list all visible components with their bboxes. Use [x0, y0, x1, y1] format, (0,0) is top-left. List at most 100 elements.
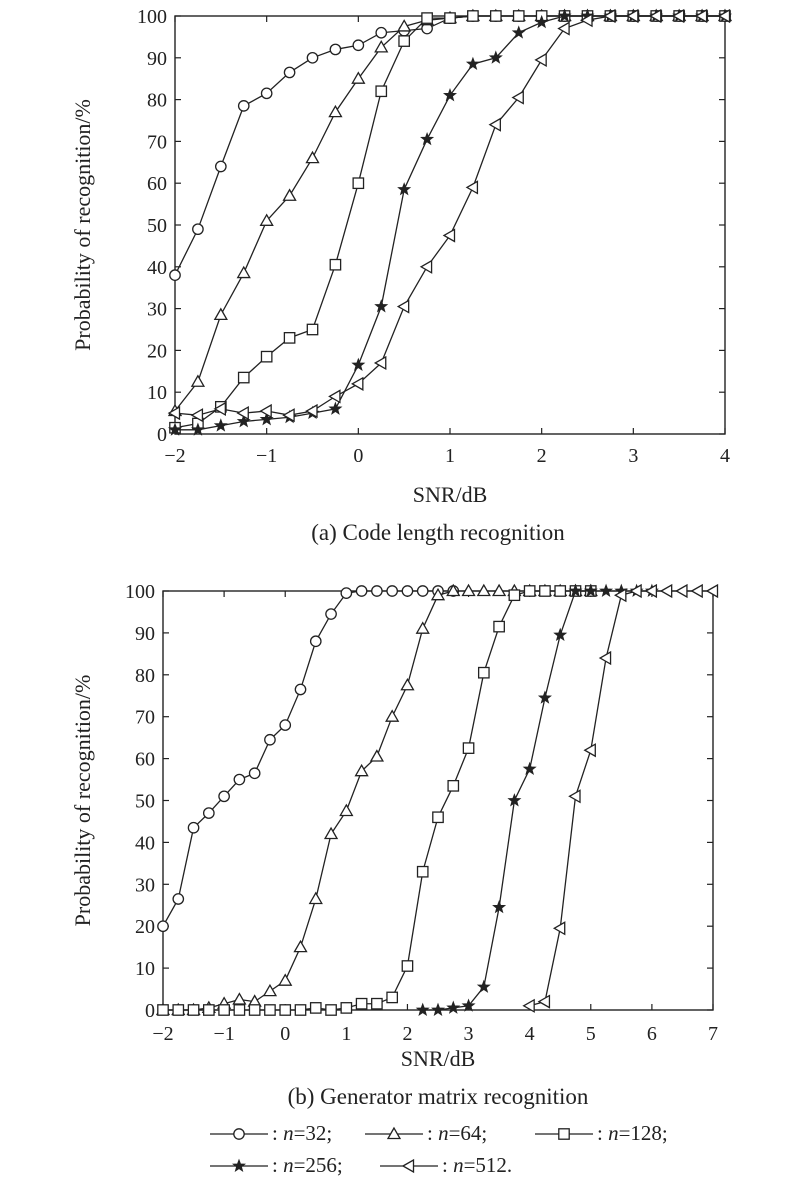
b-data-point	[401, 960, 414, 972]
a-data-point	[557, 21, 570, 36]
a-x-tick-label: 4	[720, 445, 730, 467]
a-data-point	[374, 40, 389, 53]
a-data-point	[213, 418, 228, 432]
b-data-point	[279, 719, 292, 731]
b-data-point	[386, 991, 399, 1004]
a-series-square	[169, 10, 731, 434]
b-y-tick-label: 50	[135, 791, 155, 813]
b-y-tick-label: 100	[125, 581, 155, 603]
b-data-point	[172, 1004, 185, 1016]
a-data-point	[306, 51, 319, 64]
a-data-point	[580, 13, 593, 28]
b-data-point	[537, 994, 551, 1009]
a-data-point	[488, 50, 503, 64]
b-data-point	[187, 821, 200, 834]
a-plot-frame	[174, 15, 726, 435]
a-y-tick-label: 80	[147, 90, 167, 112]
a-data-point	[351, 376, 364, 391]
a-data-point	[283, 332, 296, 344]
b-data-point	[325, 608, 337, 620]
a-data-point	[213, 401, 226, 417]
b-data-point	[507, 793, 522, 807]
b-data-point	[430, 1002, 446, 1016]
b-y-tick-label: 80	[135, 665, 155, 687]
panel-a-code-length: −2 −1 0 1 2 3 40102030405060708090100SNR/dBPro…	[70, 6, 733, 507]
b-data-point	[415, 1002, 430, 1016]
a-data-point	[214, 160, 227, 173]
b-y-tick-label: 10	[135, 958, 155, 980]
b-data-point	[218, 1004, 230, 1016]
b-data-point	[599, 583, 614, 597]
b-data-point	[553, 627, 568, 641]
b-data-point	[400, 677, 415, 691]
a-data-point	[420, 131, 435, 146]
b-data-point	[476, 979, 491, 993]
a-data-point	[717, 8, 731, 24]
legend-entry-triangle-left: : n=512.	[380, 1153, 512, 1177]
legend-entry-star: : n=256;	[210, 1153, 343, 1177]
b-data-point	[552, 921, 566, 936]
a-data-point	[236, 414, 251, 428]
a-data-point	[190, 422, 205, 436]
a-x-tick-label: 1	[445, 445, 455, 467]
a-data-point	[328, 401, 343, 415]
b-x-tick-label: 3	[464, 1023, 474, 1045]
b-data-point	[386, 585, 399, 597]
b-data-point	[522, 761, 537, 776]
b-data-point	[477, 666, 490, 679]
legend-marker	[231, 1158, 247, 1172]
b-x-tick-label: 0	[280, 1023, 290, 1045]
b-y-tick-label: 40	[135, 832, 155, 854]
a-data-point	[213, 307, 228, 321]
a-x-tick-label: 3	[628, 445, 638, 467]
a-x-tick-label: 2	[537, 445, 547, 467]
b-x-axis-label: SNR/dB	[401, 1046, 476, 1071]
legend-marker	[558, 1128, 570, 1140]
a-data-point	[237, 100, 250, 112]
a-data-point	[237, 371, 250, 384]
legend-label: : n=32;	[272, 1121, 332, 1145]
a-y-tick-label: 70	[147, 131, 167, 153]
a-data-point	[374, 299, 389, 313]
legend-entry-triangle-up: : n=64;	[365, 1121, 487, 1145]
a-data-point	[511, 90, 524, 105]
b-data-point	[385, 709, 400, 722]
b-data-point	[446, 583, 461, 597]
a-y-tick-label: 50	[147, 215, 167, 237]
a-data-point	[467, 10, 479, 22]
b-x-tick-label: 5	[586, 1023, 596, 1045]
b-data-point	[325, 1004, 337, 1016]
a-series-line	[174, 15, 725, 429]
b-x-tick-label: 1	[341, 1023, 351, 1045]
b-series-circle	[157, 585, 460, 933]
b-series-square	[157, 585, 597, 1016]
b-y-tick-label: 70	[135, 707, 155, 729]
b-series-star	[415, 583, 659, 1016]
b-data-point	[583, 583, 598, 597]
a-data-point	[328, 389, 341, 404]
a-data-point	[259, 213, 274, 226]
a-data-point	[373, 355, 387, 371]
legend-label: : n=256;	[272, 1153, 343, 1177]
legend-entry-circle: : n=32;	[210, 1121, 332, 1145]
b-x-tick-label: 7	[708, 1023, 718, 1045]
b-data-point	[202, 807, 215, 819]
panel-b-caption: (b) Generator matrix recognition	[288, 1084, 589, 1109]
b-data-point	[233, 1004, 246, 1016]
a-y-tick-label: 10	[147, 382, 167, 404]
a-x-tick-label: −1	[256, 445, 277, 467]
b-data-point	[416, 585, 429, 597]
b-data-point	[659, 583, 673, 599]
a-y-tick-label: 60	[147, 173, 167, 195]
a-data-point	[375, 26, 388, 39]
a-x-tick-label: 0	[353, 445, 363, 467]
b-y-tick-label: 60	[135, 749, 155, 771]
a-data-point	[259, 412, 274, 426]
a-data-point	[329, 258, 342, 271]
b-data-point	[629, 583, 642, 599]
legend-label: : n=64;	[427, 1121, 487, 1145]
a-series-circle	[169, 10, 731, 282]
b-y-tick-label: 20	[135, 916, 155, 938]
panel-a-caption: (a) Code length recognition	[311, 520, 565, 545]
b-data-point	[554, 585, 567, 597]
